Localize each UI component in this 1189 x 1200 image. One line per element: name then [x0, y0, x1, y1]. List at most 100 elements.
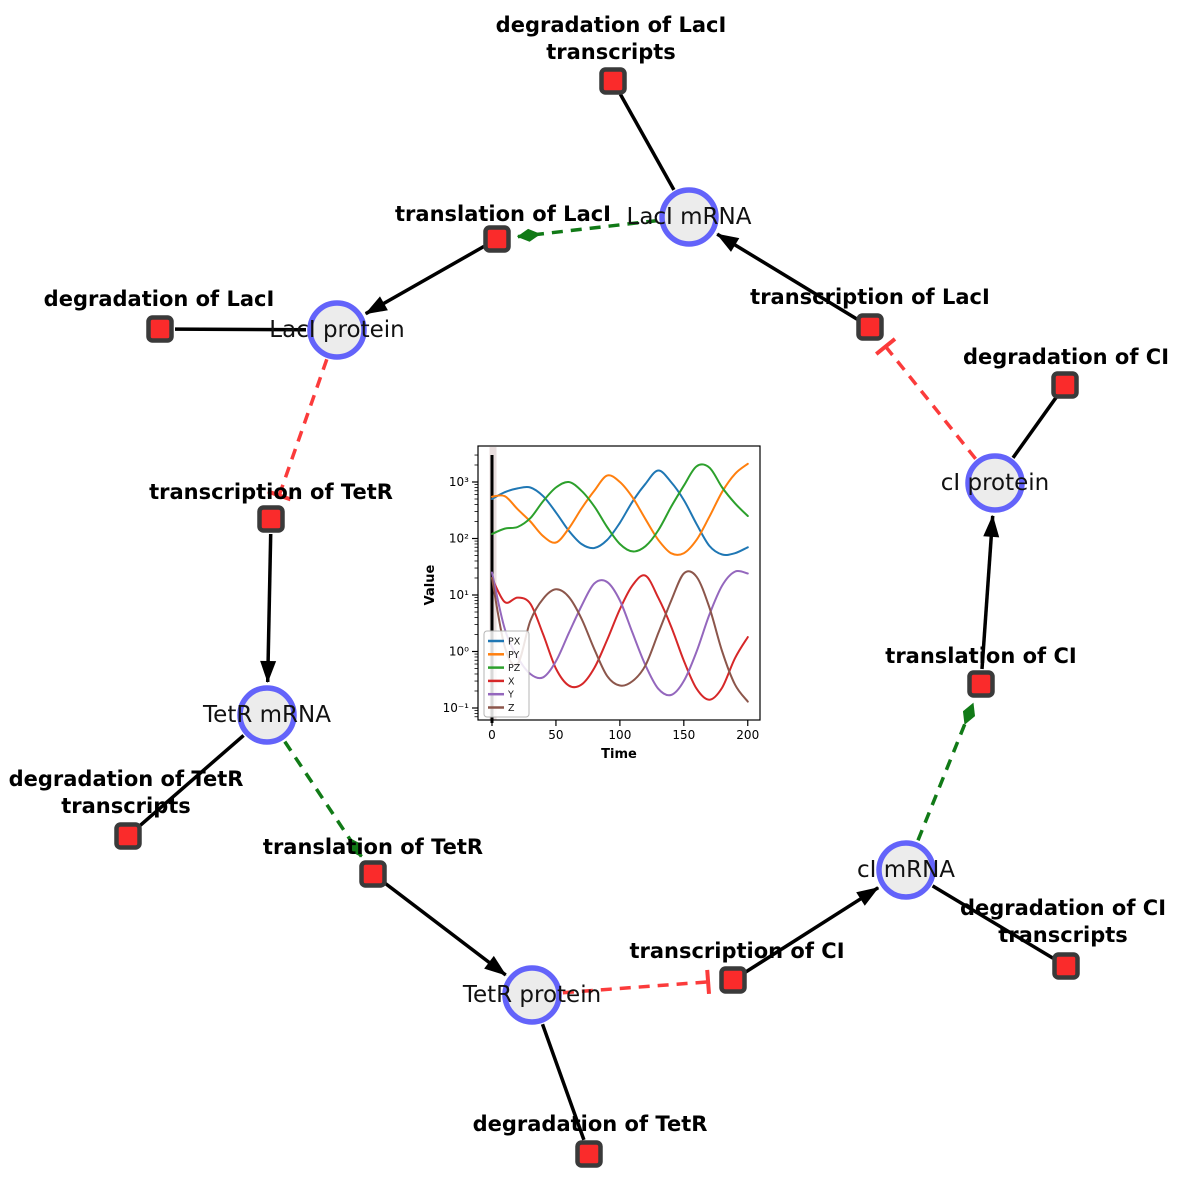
edges-layer — [138, 93, 1058, 1141]
reaction-node-deg-ci[interactable] — [1051, 371, 1079, 399]
labels-layer: degradation of LacI transcripts translatio… — [9, 13, 1169, 1136]
reaction-node-transcription-tetr[interactable] — [257, 505, 285, 533]
edge-consumption-laci-mrna-to-deg-laci-transcripts — [618, 93, 676, 191]
edge-modifier-laci-mrna-to-translation-laci — [516, 218, 658, 242]
reaction-label-transcription-ci: transcription of CI — [629, 939, 844, 963]
edge-modifier-tetr-mrna-to-translation-tetr — [283, 740, 363, 858]
reaction-node-transcription-laci[interactable] — [856, 313, 884, 341]
reaction-label-deg-tetr-transcripts: degradation of TetR transcripts — [9, 767, 244, 818]
legend-label-PZ: PZ — [508, 663, 521, 674]
reaction-node-deg-laci-transcripts[interactable] — [599, 67, 627, 95]
reaction-label-transcription-laci: transcription of LacI — [750, 285, 990, 309]
edge-modifier-ci-mrna-to-translation-ci — [916, 702, 976, 841]
species-label-laci-mrna: LacI mRNA — [627, 204, 752, 230]
reaction-label-line: degradation of TetR — [9, 767, 244, 791]
series-line-Z — [491, 570, 749, 703]
series-line-PX — [491, 469, 749, 557]
reaction-label-line: translation of CI — [885, 644, 1076, 668]
species-node-tetr-mrna[interactable] — [237, 685, 297, 745]
edge-production-translation-ci-to-ci-protein — [980, 514, 1000, 670]
plot-frame — [477, 445, 761, 721]
x-axis-label: Time — [601, 747, 637, 762]
reaction-node-deg-tetr[interactable] — [575, 1140, 603, 1168]
y-tick-label: 10¹ — [449, 588, 469, 602]
reaction-label-line: transcripts — [998, 923, 1128, 947]
species-node-ci-protein[interactable] — [965, 453, 1025, 513]
reaction-label-line: degradation of LacI — [44, 287, 275, 311]
reaction-label-line: translation of LacI — [395, 202, 611, 226]
reaction-label-deg-ci-transcripts: degradation of CI transcripts — [960, 896, 1166, 947]
reaction-label-transcription-tetr: transcription of TetR — [149, 480, 393, 504]
reaction-node-translation-ci[interactable] — [967, 670, 995, 698]
x-tick-label: 0 — [488, 728, 496, 742]
reaction-label-line: degradation of CI — [963, 345, 1169, 369]
nodes-layer — [114, 67, 1080, 1168]
reaction-label-line: transcription of CI — [629, 939, 844, 963]
reaction-node-translation-laci[interactable] — [483, 225, 511, 253]
y-tick-label: 10⁻¹ — [443, 701, 470, 715]
legend-label-PY: PY — [508, 650, 520, 661]
reaction-node-deg-tetr-transcripts[interactable] — [114, 822, 142, 850]
x-tick-label: 100 — [608, 728, 631, 742]
reaction-label-line: transcription of LacI — [750, 285, 990, 309]
legend-label-Z: Z — [508, 703, 515, 714]
reaction-label-line: degradation of LacI — [496, 13, 727, 37]
timecourse-plot: 10⁻¹ 10⁰ 10¹ 10² 10³ 0 50 100 150 200 Time Value PX P… — [423, 445, 761, 762]
edge-inhibition-tetr-protein-to-transcription-ci — [562, 969, 711, 995]
species-node-tetr-protein[interactable] — [502, 965, 562, 1025]
edge-production-transcription-ci-to-ci-mrna — [744, 886, 880, 974]
reaction-label-line: degradation of TetR — [473, 1112, 708, 1136]
edge-production-transcription-tetr-to-tetr-mrna — [260, 533, 277, 683]
reaction-label-line: transcripts — [546, 40, 676, 64]
reaction-label-translation-tetr: translation of TetR — [263, 835, 483, 859]
y-axis-label: Value — [423, 564, 438, 605]
reaction-label-translation-ci: translation of CI — [885, 644, 1076, 668]
species-label-tetr-protein: TetR protein — [462, 982, 601, 1008]
edge-consumption-ci-protein-to-deg-ci — [1011, 396, 1058, 459]
species-node-ci-mrna[interactable] — [876, 840, 936, 900]
species-node-laci-protein[interactable] — [307, 300, 367, 360]
reaction-node-translation-tetr[interactable] — [359, 860, 387, 888]
species-label-ci-protein: cI protein — [941, 470, 1050, 496]
legend-box — [483, 630, 530, 718]
edge-production-transcription-laci-to-laci-mrna — [716, 232, 859, 321]
series-line-X — [491, 574, 749, 701]
x-tick-label: 150 — [672, 728, 695, 742]
x-tick-label: 50 — [548, 728, 563, 742]
y-tick-label: 10⁰ — [449, 645, 469, 659]
reaction-label-deg-ci: degradation of CI — [963, 345, 1169, 369]
edge-consumption-tetr-mrna-to-deg-tetr-transcripts — [138, 734, 245, 828]
reaction-label-deg-tetr: degradation of TetR — [473, 1112, 708, 1136]
reaction-node-transcription-ci[interactable] — [719, 966, 747, 994]
species-label-laci-protein: LacI protein — [269, 317, 404, 343]
reaction-label-deg-laci-transcripts: degradation of LacI transcripts — [496, 13, 727, 64]
edge-production-translation-laci-to-laci-protein — [364, 244, 485, 316]
edge-consumption-laci-protein-to-deg-laci — [174, 327, 307, 332]
series-line-PZ — [491, 463, 749, 553]
edge-production-translation-tetr-to-tetr-protein — [383, 881, 507, 977]
reaction-node-deg-laci[interactable] — [146, 315, 174, 343]
reaction-node-deg-ci-transcripts[interactable] — [1052, 952, 1080, 980]
reaction-label-line: transcripts — [61, 794, 191, 818]
edge-consumption-tetr-protein-to-deg-tetr — [540, 1023, 586, 1141]
legend-label-X: X — [508, 676, 515, 687]
legend-label-Y: Y — [507, 690, 514, 701]
reaction-label-line: translation of TetR — [263, 835, 483, 859]
species-node-laci-mrna[interactable] — [659, 187, 719, 247]
species-label-ci-mrna: cI mRNA — [857, 857, 955, 883]
edge-inhibition-laci-protein-to-transcription-tetr — [267, 358, 329, 502]
reaction-label-line: degradation of CI — [960, 896, 1166, 920]
series-line-PY — [491, 462, 749, 556]
series-line-Y — [491, 569, 749, 697]
legend-label-PX: PX — [508, 637, 521, 648]
x-tick-label: 200 — [736, 728, 759, 742]
y-tick-label: 10³ — [449, 475, 469, 489]
edge-consumption-ci-mrna-to-deg-ci-transcripts — [931, 884, 1055, 960]
reaction-label-line: transcription of TetR — [149, 480, 393, 504]
reaction-label-translation-laci: translation of LacI — [395, 202, 611, 226]
y-tick-label: 10² — [449, 532, 469, 546]
species-label-tetr-mrna: TetR mRNA — [202, 702, 331, 728]
edge-inhibition-ci-protein-to-transcription-laci — [874, 337, 977, 460]
